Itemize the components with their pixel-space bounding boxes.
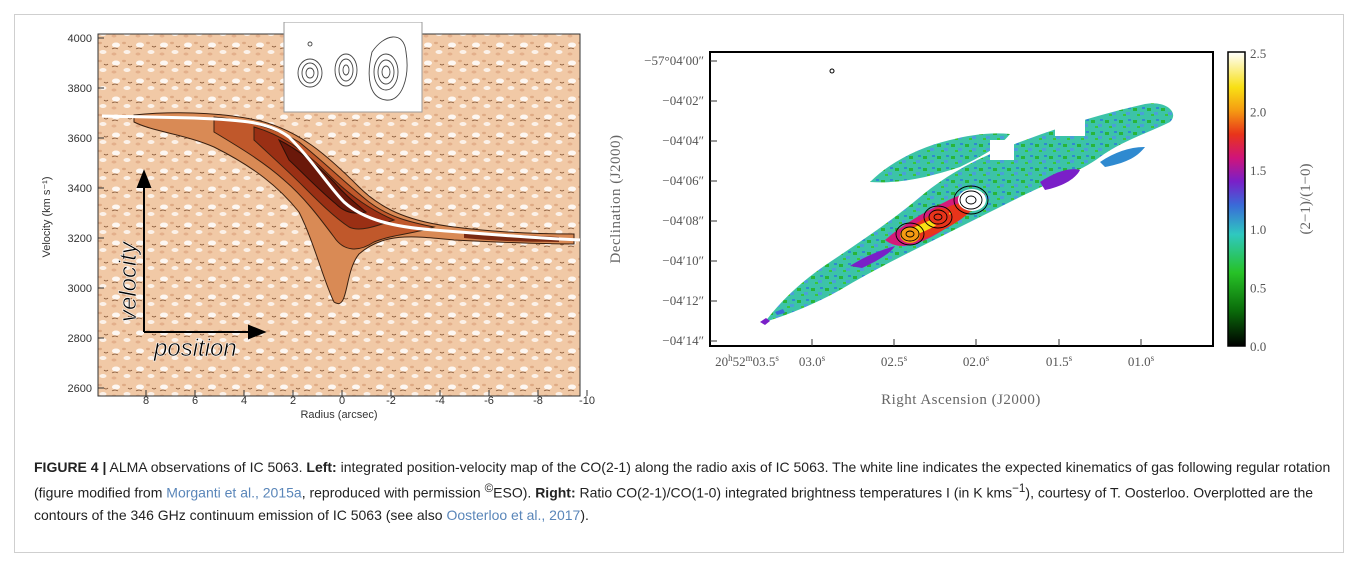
ra-ticks: 03.0s 02.5s 02.0s 01.5s 01.0s	[799, 339, 1155, 369]
caption-right-label: Right:	[535, 484, 576, 501]
ra-tick-label: 02.0s	[963, 353, 990, 369]
axis-arrows	[136, 169, 267, 340]
pv-y-ticks: 4000 3800 3600 3400 3200 3000 2800 2600	[68, 33, 104, 395]
pv-y-tick-label: 4000	[68, 33, 92, 45]
pv-y-tick-label: 3800	[68, 83, 92, 95]
caption-intro: ALMA observations of IC 5063.	[106, 459, 307, 475]
caption-left-label: Left:	[306, 459, 337, 475]
pv-x-tick-label: 4	[241, 395, 247, 407]
caption-right-text-1: Ratio CO(2-1)/CO(1-0) integrated brightn…	[575, 484, 1013, 501]
pv-x-tick-label: 8	[143, 395, 149, 407]
pv-x-tick-label: -10	[579, 395, 595, 407]
annotation-velocity: velocity	[115, 240, 142, 322]
pv-y-tick-label: 3600	[68, 133, 92, 145]
rotation-curve	[101, 114, 581, 242]
ra-tick-label: 01.0s	[1128, 353, 1155, 369]
pv-y-axis-label: Velocity (km s⁻¹)	[41, 177, 53, 258]
pv-y-tick-label: 3400	[68, 183, 92, 195]
pv-x-tick-label: -6	[484, 395, 494, 407]
dec-ticks: −57°04′00″ −04′02″ −04′04″ −04′06″ −04′08″ −0…	[644, 53, 717, 348]
pv-map-figure: velocity position 4000 3800 3600 3400 3200 30…	[41, 22, 595, 421]
ratio-map-figure: −57°04′00″ −04′02″ −04′04″ −04′06″ −04′08″ −0…	[608, 46, 1314, 408]
ratio-emission	[760, 68, 1174, 325]
pv-x-tick-label: 2	[290, 395, 296, 407]
dec-tick-label: −04′14″	[662, 333, 704, 348]
ra-tick-label: 02.5s	[881, 353, 908, 369]
figure-label: FIGURE 4 |	[34, 459, 107, 475]
caption-left-text-2: , reproduced with permission	[301, 484, 485, 501]
dec-tick-label: −04′12″	[662, 293, 704, 308]
colorbar-tick-label: 2.5	[1250, 46, 1266, 61]
pv-x-axis-label: Radius (arcsec)	[300, 409, 377, 421]
dec-tick-label: −04′02″	[662, 93, 704, 108]
ra-first-tick: 20h52m03.5s	[715, 353, 779, 369]
inset-contour-panel	[283, 22, 423, 113]
caption-eso: ESO).	[493, 484, 536, 501]
figure-caption: FIGURE 4 | ALMA observations of IC 5063.…	[34, 456, 1334, 526]
colorbar-tick-label: 1.0	[1250, 222, 1266, 237]
pv-x-tick-label: -2	[386, 395, 396, 407]
dec-axis-label: Declination (J2000)	[608, 134, 624, 263]
ra-axis-label: Right Ascension (J2000)	[881, 392, 1041, 408]
colorbar-ticks: 2.5 2.0 1.5 1.0 0.5 0.0	[1250, 46, 1266, 354]
ra-tick-label: 01.5s	[1046, 353, 1073, 369]
pv-x-tick-label: 6	[192, 395, 198, 407]
unit-superscript: −1	[1012, 482, 1026, 495]
colorbar-tick-label: 0.0	[1250, 339, 1266, 354]
pv-x-tick-label: -4	[435, 395, 445, 407]
ra-tick-label: 03.0s	[799, 353, 826, 369]
dec-tick-label: −04′08″	[662, 213, 704, 228]
colorbar-label: (2−1)/(1−0)	[1298, 163, 1314, 234]
colorbar-tick-label: 1.5	[1250, 163, 1266, 178]
pv-y-tick-label: 3000	[68, 283, 92, 295]
dec-tick-label: −04′04″	[662, 133, 704, 148]
annotation-position: position	[153, 335, 237, 362]
pv-x-ticks: 8 6 4 2 0 -2 -4 -6 -8 -10	[143, 390, 595, 407]
pv-y-tick-label: 2600	[68, 383, 92, 395]
dec-tick-label: −57°04′00″	[644, 53, 704, 68]
colorbar	[1227, 51, 1246, 347]
colorbar-tick-label: 0.5	[1250, 280, 1266, 295]
dec-tick-label: −04′10″	[662, 253, 704, 268]
caption-left-text-1: integrated position-velocity map of the …	[34, 459, 1331, 501]
reference-link-morganti[interactable]: Morganti et al., 2015a	[166, 484, 302, 501]
caption-right-text-2: ), courtesy of T. Oosterloo. Overplotted…	[34, 484, 1314, 523]
continuum-contours	[895, 185, 989, 246]
pv-x-tick-label: -8	[533, 395, 543, 407]
pv-y-tick-label: 3200	[68, 233, 92, 245]
caption-ending: ).	[580, 506, 589, 523]
reference-link-oosterloo[interactable]: Oosterloo et al., 2017	[446, 506, 581, 523]
pv-x-tick-label: 0	[339, 395, 345, 407]
dec-tick-label: −04′06″	[662, 173, 704, 188]
colorbar-tick-label: 2.0	[1250, 105, 1266, 120]
pv-y-tick-label: 2800	[68, 333, 92, 345]
copyright-mark: ©	[484, 482, 494, 495]
